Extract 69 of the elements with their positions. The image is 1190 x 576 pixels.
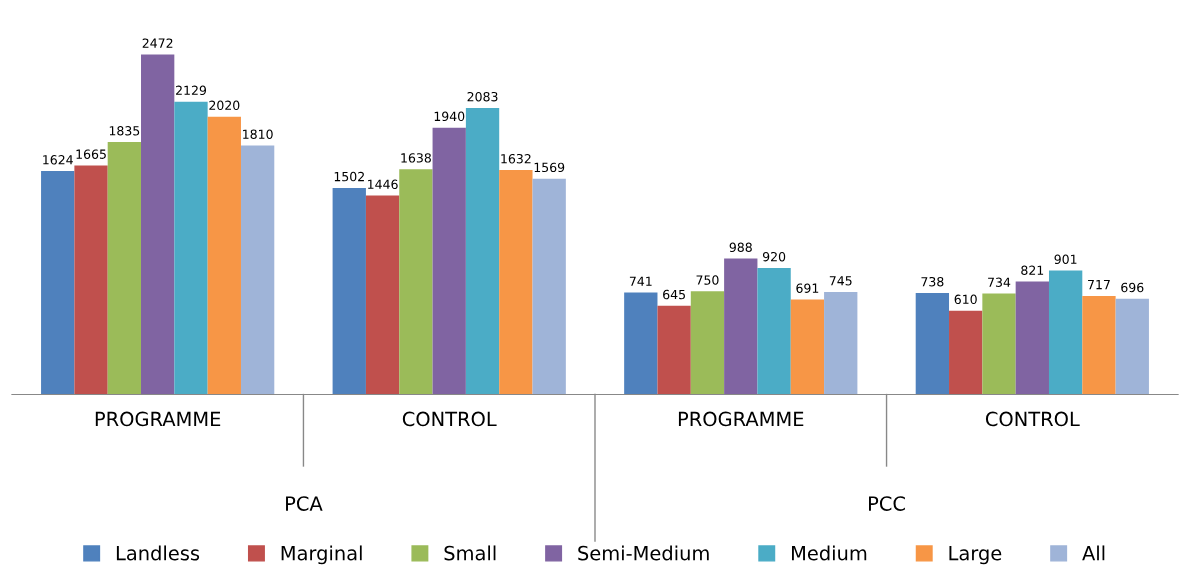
- bar: [365, 195, 400, 395]
- bar: [690, 291, 725, 395]
- data-label: 988: [729, 242, 752, 253]
- bar: [74, 165, 108, 395]
- bar: [107, 142, 142, 395]
- bar: [657, 305, 691, 395]
- legend-label: Large: [949, 546, 1002, 565]
- data-label: 738: [921, 276, 944, 287]
- bar: [141, 54, 175, 395]
- bar: [1115, 298, 1149, 395]
- x-tick-label: PROGRAMME: [95, 411, 221, 427]
- data-label: 1446: [368, 179, 398, 190]
- data-label: 1502: [334, 171, 364, 182]
- legend-label: Small: [444, 545, 496, 561]
- bar: [207, 116, 241, 395]
- data-label: 741: [629, 276, 652, 286]
- data-label: 691: [796, 283, 819, 293]
- bar: [465, 107, 500, 395]
- legend-label: All: [1082, 545, 1105, 561]
- bar: [41, 171, 75, 395]
- bar: [332, 187, 366, 395]
- bar: [824, 292, 858, 395]
- bar: [174, 101, 208, 395]
- data-label: 610: [954, 294, 977, 305]
- data-label: 920: [762, 251, 786, 262]
- data-label: 1810: [243, 129, 273, 139]
- bar: [790, 299, 825, 395]
- legend-label: Semi-Medium: [578, 545, 709, 561]
- data-label: 696: [1121, 282, 1144, 293]
- bar: [432, 127, 466, 395]
- data-label: 1638: [401, 153, 431, 163]
- bar: [724, 258, 758, 395]
- bar: [982, 293, 1016, 395]
- data-label: 1624: [43, 155, 73, 165]
- bar: [1082, 295, 1116, 395]
- data-label: 901: [1054, 254, 1077, 265]
- data-label: 1835: [109, 126, 140, 136]
- data-label: 1940: [434, 111, 465, 122]
- bar: [757, 267, 791, 395]
- x-tick-label: PROGRAMME: [678, 411, 804, 427]
- bar: [915, 293, 950, 395]
- data-label: 745: [829, 276, 852, 286]
- bar: [399, 169, 433, 395]
- x-tick-label: CONTROL: [985, 411, 1080, 427]
- data-label: 2083: [467, 91, 498, 102]
- data-label: 1665: [76, 149, 106, 159]
- bar: [1048, 270, 1083, 395]
- data-label: 717: [1088, 280, 1110, 290]
- legend-label: Landless: [116, 545, 200, 561]
- text: PCA: [286, 496, 323, 511]
- bar: [1015, 281, 1049, 395]
- legend-label: Marginal: [281, 545, 362, 565]
- bar: [499, 170, 533, 395]
- data-label: 750: [696, 275, 719, 285]
- text: PCC: [869, 496, 905, 511]
- bar: [240, 145, 275, 395]
- data-label: 821: [1021, 265, 1044, 276]
- data-label: 2020: [209, 100, 240, 111]
- data-label: 645: [663, 289, 685, 300]
- bar: [624, 292, 658, 395]
- data-label: 2129: [176, 85, 207, 96]
- x-tick-label: CONTROL: [402, 411, 497, 427]
- data-label: 2472: [142, 38, 173, 48]
- data-label: 1632: [501, 153, 531, 164]
- bar: [949, 310, 983, 395]
- data-label: 734: [988, 277, 1011, 287]
- data-label: 1569: [534, 162, 565, 173]
- bar: [532, 178, 566, 395]
- legend-label: Medium: [792, 545, 867, 561]
